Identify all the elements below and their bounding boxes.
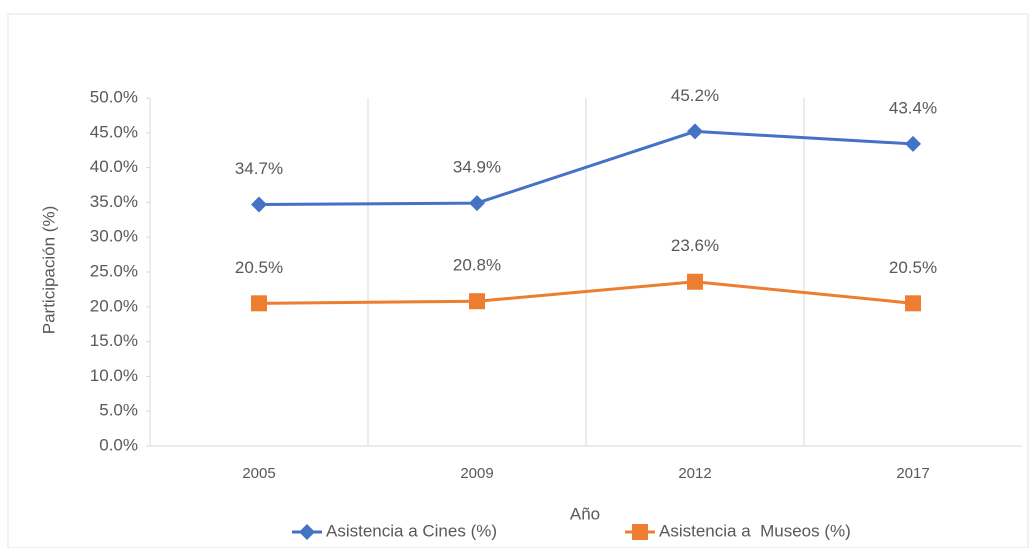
marker bbox=[299, 524, 315, 540]
marker bbox=[905, 135, 921, 152]
y-tick-label: 30.0% bbox=[90, 227, 138, 246]
data-label: 23.6% bbox=[671, 236, 719, 255]
x-tick-label: 2017 bbox=[896, 465, 929, 482]
y-tick-label: 15.0% bbox=[90, 331, 138, 350]
marker bbox=[632, 524, 648, 540]
marker bbox=[251, 295, 267, 312]
series-line bbox=[258, 280, 914, 305]
legend-label: Asistencia a Museos (%) bbox=[659, 521, 851, 540]
chart-border bbox=[7, 13, 1029, 548]
series-line bbox=[258, 129, 914, 206]
data-label: 34.7% bbox=[235, 159, 283, 178]
marker bbox=[905, 295, 921, 312]
data-label: 45.2% bbox=[671, 86, 719, 105]
y-axis-label: Participación (%) bbox=[39, 206, 58, 335]
x-tick-label: 2009 bbox=[460, 465, 493, 482]
x-tick-label: 2005 bbox=[242, 465, 275, 482]
marker bbox=[469, 195, 485, 212]
y-tick-label: 0.0% bbox=[99, 435, 138, 454]
data-label: 20.5% bbox=[889, 258, 937, 277]
data-label: 20.5% bbox=[235, 258, 283, 277]
data-label: 43.4% bbox=[889, 98, 937, 117]
marker bbox=[687, 273, 703, 290]
y-tick-label: 25.0% bbox=[90, 261, 138, 280]
y-tick-label: 20.0% bbox=[90, 296, 138, 315]
x-axis-label: Año bbox=[570, 504, 600, 523]
y-tick-label: 45.0% bbox=[90, 122, 138, 141]
y-tick-label: 10.0% bbox=[90, 366, 138, 385]
y-tick-label: 5.0% bbox=[99, 401, 138, 420]
y-tick-label: 50.0% bbox=[90, 87, 138, 106]
marker bbox=[469, 293, 485, 310]
data-label: 34.9% bbox=[453, 158, 501, 177]
data-label: 20.8% bbox=[453, 256, 501, 275]
legend-label: Asistencia a Cines (%) bbox=[326, 521, 497, 540]
y-tick-label: 40.0% bbox=[90, 157, 138, 176]
marker bbox=[251, 196, 267, 213]
x-tick-label: 2012 bbox=[678, 465, 711, 482]
y-tick-label: 35.0% bbox=[90, 192, 138, 211]
marker bbox=[687, 123, 703, 140]
